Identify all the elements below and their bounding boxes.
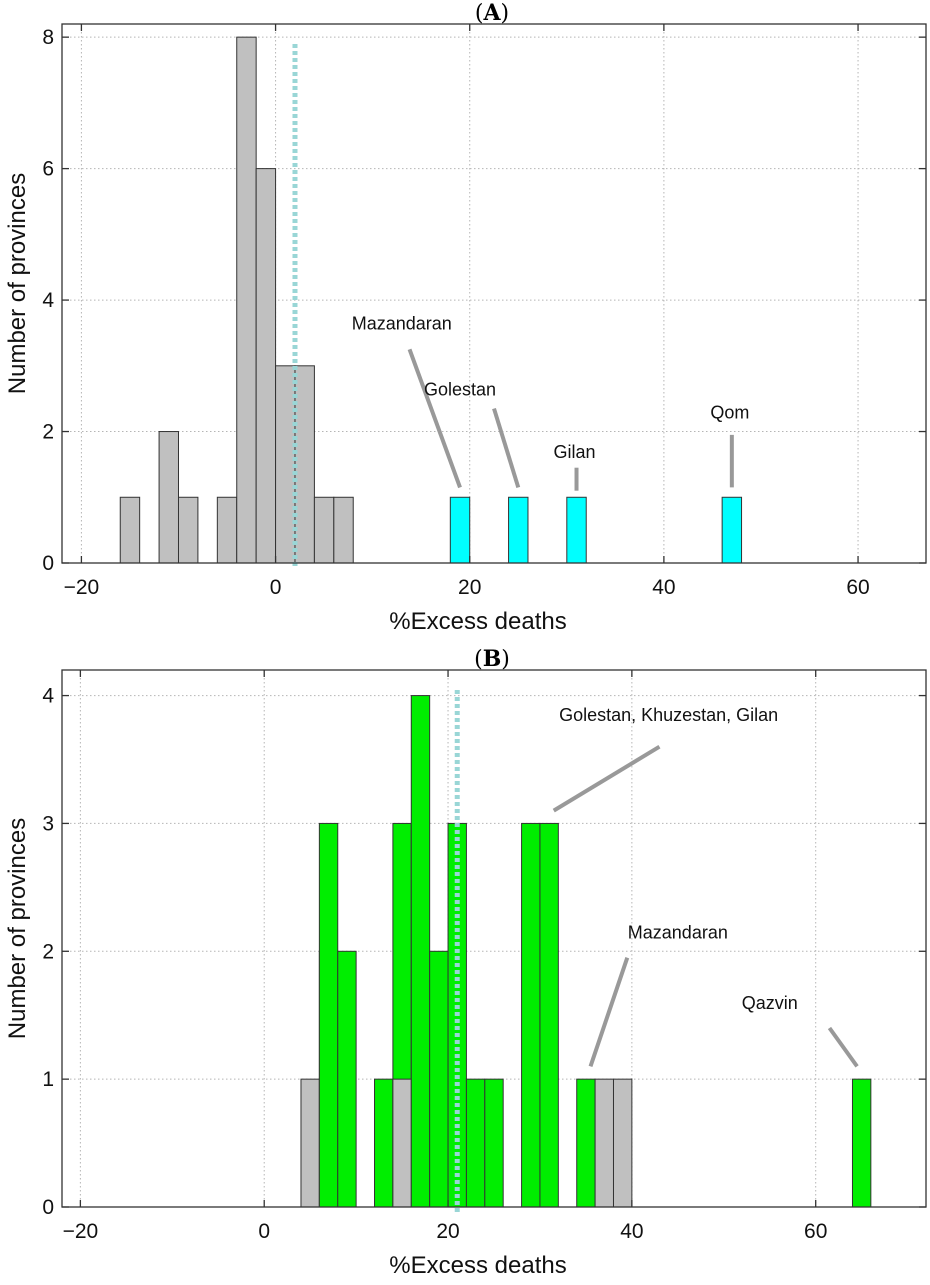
bar xyxy=(566,496,587,564)
bar xyxy=(594,1078,614,1208)
annotation-label: Mazandaran xyxy=(628,923,728,943)
y-tick-label: 0 xyxy=(42,552,54,575)
bar xyxy=(313,496,335,564)
bar xyxy=(337,950,357,1208)
bar xyxy=(158,431,179,564)
bar xyxy=(612,1078,633,1208)
y-axis-label: Number of provinces xyxy=(4,173,31,394)
bar xyxy=(410,695,431,1208)
annotation-leader xyxy=(407,348,462,489)
bar xyxy=(429,950,449,1208)
x-tick-label: −20 xyxy=(64,576,100,599)
bar xyxy=(318,822,339,1208)
annotation-label: Mazandaran xyxy=(352,314,452,334)
panel-label: (A) xyxy=(475,0,509,26)
y-tick-label: 8 xyxy=(42,26,54,49)
y-tick-label: 2 xyxy=(42,421,54,444)
y-tick-label: 1 xyxy=(42,1068,54,1091)
y-tick-label: 4 xyxy=(42,289,54,312)
y-tick-label: 3 xyxy=(42,812,54,835)
annotation-label: Qazvin xyxy=(742,993,798,1013)
annotation-leader xyxy=(492,407,521,488)
bar xyxy=(374,1078,394,1208)
bar xyxy=(721,496,743,564)
annotation-label: Golestan xyxy=(424,379,496,399)
x-tick-label: −20 xyxy=(63,1220,99,1243)
bar xyxy=(300,1078,320,1208)
x-tick-label: 20 xyxy=(436,1220,459,1243)
y-tick-label: 0 xyxy=(42,1196,54,1219)
bar xyxy=(216,496,238,564)
bar xyxy=(255,168,277,564)
bar xyxy=(119,496,141,564)
bar xyxy=(484,1078,504,1208)
chart-panel-a: (A) Mazandaran Golestan Gilan Qom −20 0 20 40 60 0… xyxy=(4,0,927,635)
annotation-label: Golestan, Khuzestan, Gilan xyxy=(559,705,778,725)
bar xyxy=(576,1078,596,1208)
bar xyxy=(539,822,559,1208)
bar xyxy=(851,1078,872,1208)
bar xyxy=(521,822,541,1208)
annotation-label: Gilan xyxy=(554,442,596,462)
annotation-leader xyxy=(827,1026,859,1068)
x-axis-label: %Excess deaths xyxy=(389,1252,566,1279)
bar xyxy=(236,36,257,564)
bar xyxy=(465,1078,486,1208)
annotation-label: Qom xyxy=(710,402,749,422)
bar xyxy=(177,496,199,564)
plot-frame xyxy=(61,23,927,564)
bar xyxy=(392,1078,412,1208)
x-tick-label: 40 xyxy=(620,1220,643,1243)
y-tick-label: 4 xyxy=(42,685,54,708)
plot-frame xyxy=(61,669,927,1208)
chart-panel-b: (B) Golestan, Khuzestan, Gilan Mazandaran Q… xyxy=(4,646,927,1279)
bar xyxy=(449,496,471,564)
y-axis-label: Number of provinces xyxy=(4,818,31,1039)
bar xyxy=(508,496,529,564)
bar xyxy=(333,496,354,564)
x-tick-label: 20 xyxy=(458,576,481,599)
bar xyxy=(294,365,315,564)
annotation-leader xyxy=(588,957,630,1067)
x-tick-label: 0 xyxy=(270,576,282,599)
bar xyxy=(275,365,296,564)
x-axis-label: %Excess deaths xyxy=(389,608,566,635)
x-tick-label: 40 xyxy=(652,576,675,599)
panel-label: (B) xyxy=(474,646,510,672)
x-tick-label: 60 xyxy=(804,1220,827,1243)
annotation-leader xyxy=(552,745,661,813)
x-tick-label: 60 xyxy=(846,576,869,599)
y-tick-label: 6 xyxy=(42,158,54,181)
x-tick-label: 0 xyxy=(258,1220,270,1243)
y-tick-label: 2 xyxy=(42,940,54,963)
